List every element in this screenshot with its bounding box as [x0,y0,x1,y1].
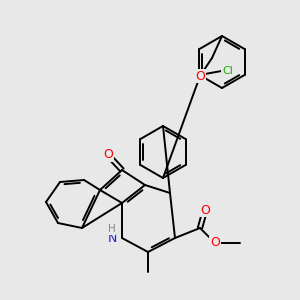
Text: Cl: Cl [222,66,233,76]
Text: N: N [107,232,117,244]
Text: H: H [108,224,116,234]
Text: O: O [103,148,113,161]
Text: O: O [200,203,210,217]
Text: O: O [195,70,205,83]
Text: O: O [210,236,220,250]
